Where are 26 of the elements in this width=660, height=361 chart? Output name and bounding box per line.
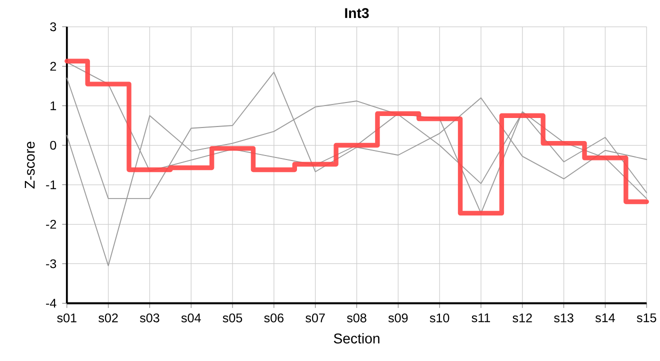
y-tick-label: 3 <box>50 22 56 32</box>
x-tick-label: s03 <box>140 313 160 322</box>
x-tick-label: s05 <box>222 313 242 322</box>
y-tick-label: 0 <box>50 140 56 150</box>
x-tick-label: s13 <box>554 313 574 322</box>
y-tick-label: -4 <box>46 298 56 308</box>
y-tick-label: -2 <box>46 220 56 229</box>
y-tick-label: 1 <box>50 101 56 110</box>
x-tick-label: s11 <box>472 313 490 322</box>
x-tick-label: s06 <box>264 313 284 322</box>
x-tick-label: s04 <box>181 313 201 322</box>
x-tick-label: s02 <box>98 313 118 322</box>
y-tick-label: 2 <box>50 62 56 71</box>
chart-title: Int3 <box>345 8 369 18</box>
x-tick-label: s07 <box>306 313 325 322</box>
y-tick-label: -1 <box>46 180 56 189</box>
x-tick-label: s09 <box>388 313 408 322</box>
x-tick-label: s10 <box>430 313 450 322</box>
y-axis-title: Z-score <box>24 142 35 188</box>
x-tick-label: s08 <box>346 313 366 322</box>
y-tick-label: -3 <box>46 259 56 268</box>
x-tick-label: s14 <box>595 313 615 322</box>
x-axis-title: Section <box>334 333 380 344</box>
x-tick-label: s15 <box>636 313 656 322</box>
x-tick-label: s12 <box>512 313 532 322</box>
x-tick-label: s01 <box>57 313 76 322</box>
